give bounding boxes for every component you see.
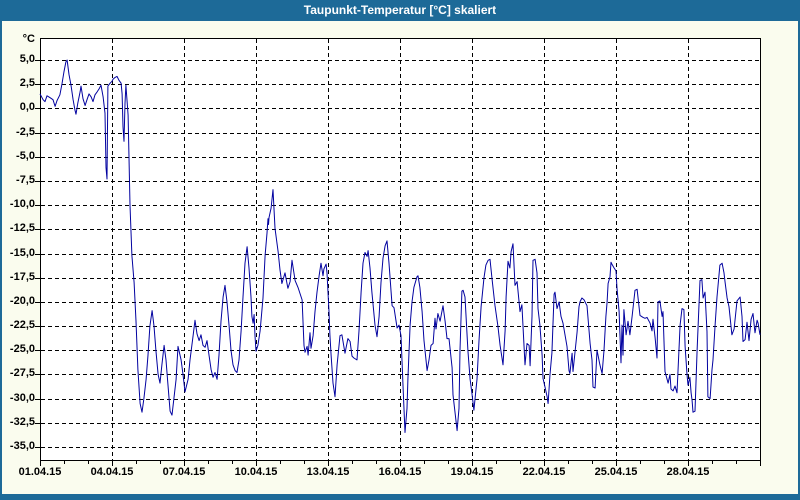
y-axis-label: 0,0 — [19, 101, 35, 113]
x-axis-label: 25.04.15 — [594, 466, 638, 478]
x-axis-label: 28.04.15 — [666, 466, 710, 478]
y-axis-label: -7,5 — [16, 174, 35, 186]
x-axis-label: 13.04.15 — [306, 466, 350, 478]
y-axis-label: -5,0 — [16, 150, 35, 162]
x-axis-label: 01.04.15 — [18, 466, 62, 478]
y-axis-label: 5,0 — [19, 53, 35, 65]
y-axis-label: -25,0 — [9, 343, 35, 355]
y-axis-label: -27,5 — [9, 367, 35, 379]
x-axis-label: 16.04.15 — [378, 466, 422, 478]
y-axis-label: -30,0 — [9, 392, 35, 404]
y-axis-label: -15,0 — [9, 247, 35, 259]
y-axis-label: -20,0 — [9, 295, 35, 307]
y-axis-label: -32,5 — [9, 416, 35, 428]
y-axis-label: -12,5 — [9, 222, 35, 234]
y-axis-label: -17,5 — [9, 271, 35, 283]
y-axis-label: 2,5 — [19, 77, 35, 89]
bottom-status-bar — [0, 494, 800, 500]
y-axis-label: -10,0 — [9, 198, 35, 210]
y-axis-unit-label: °C — [22, 33, 35, 45]
window-left-border — [0, 0, 2, 500]
x-axis-label: 10.04.15 — [234, 466, 278, 478]
data-line — [39, 59, 761, 433]
y-axis-label: -35,0 — [9, 440, 35, 452]
y-axis-label: -2,5 — [16, 126, 35, 138]
chart-title: Taupunkt-Temperatur [°C] skaliert — [303, 3, 497, 17]
y-axis-label: -22,5 — [9, 319, 35, 331]
x-axis-label: 07.04.15 — [162, 466, 206, 478]
x-axis-label: 04.04.15 — [90, 466, 134, 478]
window-right-border — [798, 0, 800, 500]
chart-title-bar: Taupunkt-Temperatur [°C] skaliert — [0, 0, 800, 21]
x-axis-label: 19.04.15 — [450, 466, 494, 478]
x-axis-label: 22.04.15 — [522, 466, 566, 478]
